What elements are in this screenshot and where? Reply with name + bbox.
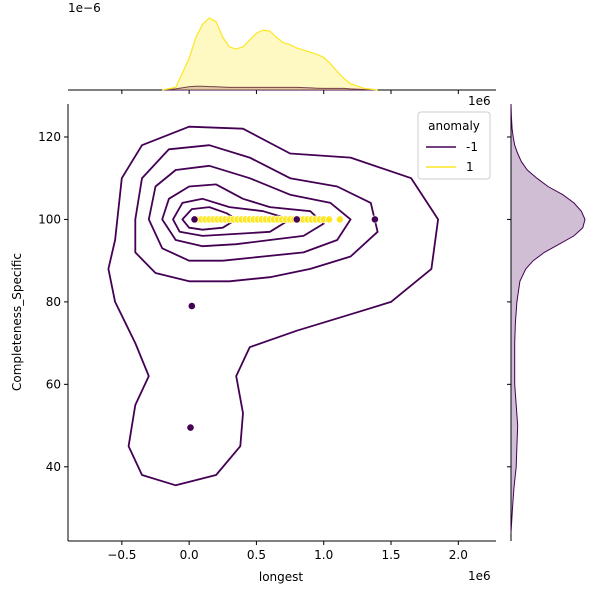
- y-axis-title: Completeness_Specific: [10, 253, 24, 391]
- scatter-point-anomaly-1-32: [325, 215, 333, 224]
- scatter-point-anomaly-minus1-4: [370, 215, 379, 224]
- top-density-anomaly-minus1: [162, 85, 378, 91]
- scatter-point-anomaly-minus1-0: [187, 302, 196, 310]
- x-tick-label: 1.5: [381, 548, 400, 562]
- legend-box: [417, 111, 491, 180]
- x-tick-label: 0.5: [247, 548, 266, 562]
- x-offset-label: 1e6: [468, 569, 491, 583]
- legend-title: anomaly: [428, 119, 480, 133]
- y-axis-ticks: 40 60 80 100 120: [38, 130, 68, 474]
- right-offset-label: 1e6: [468, 94, 491, 108]
- y-tick-label: 120: [38, 130, 61, 144]
- kde-contours: [107, 125, 440, 487]
- kde-contour-2: [147, 164, 352, 262]
- x-axis-ticks: −0.5 0.0 0.5 1.0 1.5 2.0: [107, 541, 468, 562]
- right-density-anomaly-minus1: [510, 103, 586, 533]
- right-marginal-density: [507, 103, 586, 541]
- y-tick-label: 60: [46, 377, 61, 391]
- scatter-point-anomaly-minus1-1: [186, 423, 195, 432]
- scatter-point-anomaly-minus1-2: [190, 215, 199, 224]
- kde-contour-1: [134, 144, 379, 283]
- scatter-point-anomaly-minus1-3: [292, 215, 301, 224]
- y-tick-label: 80: [46, 295, 61, 309]
- top-density-anomaly-1-fill: [162, 18, 378, 90]
- y-tick-label: 40: [46, 460, 61, 474]
- legend-label-1: 1: [466, 160, 474, 174]
- top-density-offset-label: 1e−6: [68, 1, 101, 15]
- main-plot: −0.5 0.0 0.5 1.0 1.5 2.0 40 60 80 100 120 longest…: [10, 104, 496, 584]
- x-tick-label: 2.0: [449, 548, 468, 562]
- right-density-anomaly-minus1-fill: [511, 104, 585, 533]
- y-tick-label: 100: [38, 212, 61, 226]
- top-marginal-density: [68, 17, 496, 94]
- x-tick-label: −0.5: [107, 548, 136, 562]
- top-density-anomaly-1: [162, 17, 378, 91]
- legend: anomaly -1 1: [417, 111, 491, 180]
- x-axis-title: longest: [259, 570, 304, 584]
- x-tick-label: 0.0: [180, 548, 199, 562]
- scatter-points: [186, 215, 379, 432]
- scatter-point-anomaly-1-33: [335, 215, 344, 224]
- x-tick-label: 1.0: [314, 548, 333, 562]
- legend-label-minus1: -1: [466, 140, 478, 154]
- kde-contour-0: [107, 125, 440, 487]
